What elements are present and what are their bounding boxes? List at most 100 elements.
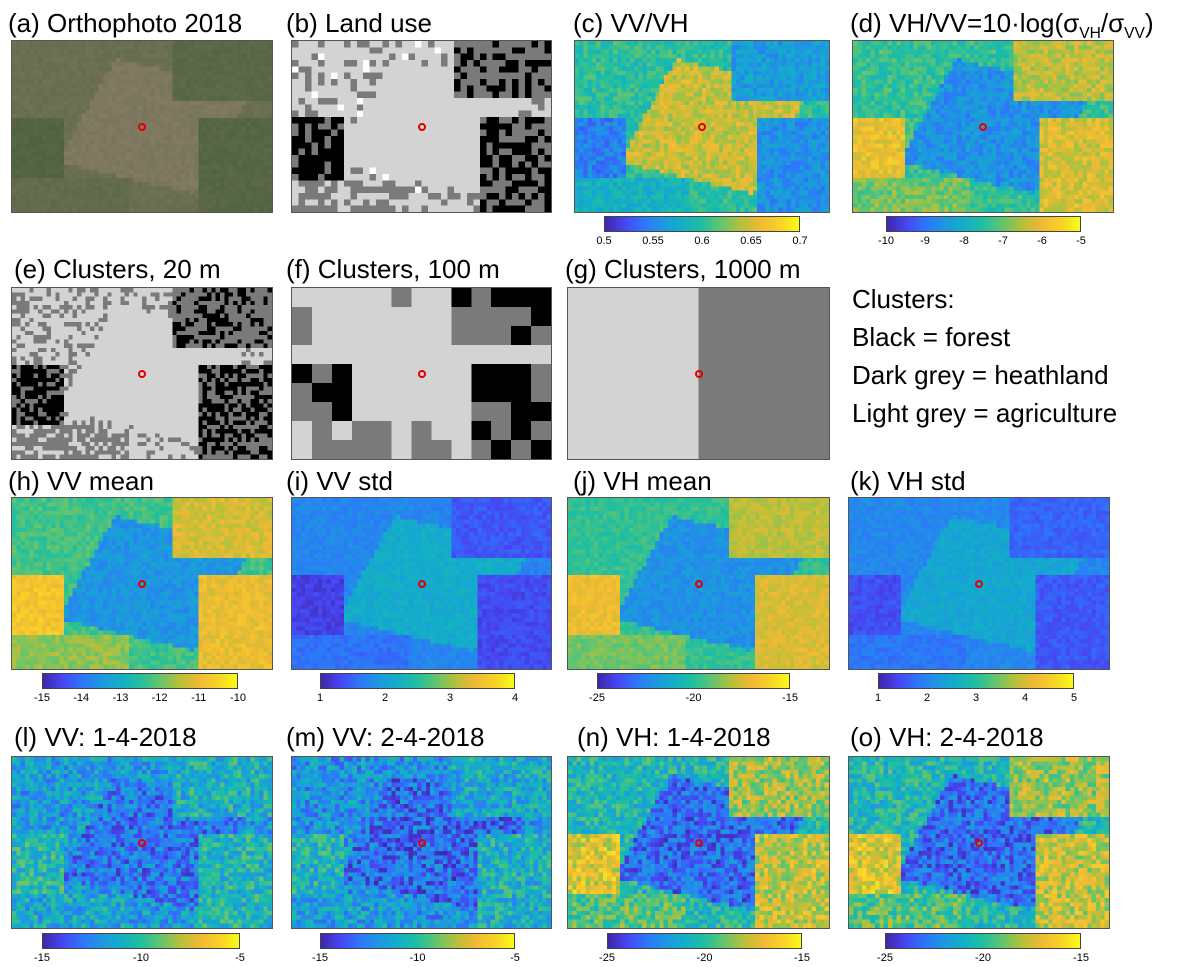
raster-cell xyxy=(786,70,791,76)
raster-cell xyxy=(90,203,95,208)
raster-cell xyxy=(55,182,60,187)
raster-cell xyxy=(376,60,383,67)
raster-cell xyxy=(317,66,325,73)
raster-cell xyxy=(46,160,52,166)
raster-cell xyxy=(816,117,821,123)
raster-cell xyxy=(72,100,78,106)
raster-cell xyxy=(613,126,618,131)
raster-cell xyxy=(202,173,208,178)
raster-cell xyxy=(51,207,56,212)
raster-cell xyxy=(59,177,65,183)
raster-cell xyxy=(376,72,383,80)
raster-cell xyxy=(207,207,212,212)
raster-cell xyxy=(42,122,47,127)
raster-cell xyxy=(479,155,487,162)
raster-cell xyxy=(689,58,694,63)
raster-cell xyxy=(12,199,17,204)
raster-cell xyxy=(630,113,635,119)
raster-cell xyxy=(740,122,745,127)
raster-cell xyxy=(25,207,30,212)
raster-cell xyxy=(176,122,182,127)
raster-cell xyxy=(415,205,422,212)
raster-cell xyxy=(220,190,225,195)
raster-cell xyxy=(727,75,732,80)
raster-cell xyxy=(12,92,17,97)
raster-cell xyxy=(790,135,796,140)
raster-cell xyxy=(820,58,825,63)
raster-cell xyxy=(447,180,454,187)
raster-cell xyxy=(228,70,234,76)
raster-cell xyxy=(710,130,715,136)
raster-cell xyxy=(769,62,775,67)
raster-cell xyxy=(129,160,134,166)
raster-cell xyxy=(714,49,720,54)
raster-cell xyxy=(782,130,787,136)
raster-cell xyxy=(254,83,260,89)
raster-cell xyxy=(85,70,91,76)
raster-cell xyxy=(159,100,164,106)
raster-cell xyxy=(142,177,147,183)
raster-cell xyxy=(176,49,182,54)
raster-cell xyxy=(731,66,736,72)
raster-cell xyxy=(518,41,526,48)
raster-cell xyxy=(544,148,551,156)
raster-cell xyxy=(155,147,160,153)
raster-cell xyxy=(33,45,39,50)
raster-cell xyxy=(77,182,82,187)
raster-cell xyxy=(146,199,151,204)
raster-cell xyxy=(29,199,34,204)
raster-cell xyxy=(689,117,694,123)
raster-cell xyxy=(263,186,268,191)
raster-cell xyxy=(72,45,78,50)
raster-cell xyxy=(94,207,99,212)
raster-cell xyxy=(107,117,112,123)
raster-cell xyxy=(55,113,60,119)
raster-cell xyxy=(77,147,82,153)
raster-cell xyxy=(752,126,758,131)
raster-cell xyxy=(638,79,643,84)
raster-cell xyxy=(676,49,681,54)
raster-cell xyxy=(68,190,73,195)
raster-cell xyxy=(807,62,813,67)
raster-cell xyxy=(159,177,164,183)
raster-cell xyxy=(421,167,429,175)
raster-cell xyxy=(369,66,377,73)
raster-cell xyxy=(324,104,331,111)
raster-cell xyxy=(124,186,130,191)
raster-cell xyxy=(466,123,474,130)
raster-cell xyxy=(769,96,775,101)
raster-cell xyxy=(389,167,396,175)
raster-cell xyxy=(807,100,813,106)
raster-cell xyxy=(215,83,221,89)
raster-cell xyxy=(137,49,143,54)
raster-cell xyxy=(668,41,673,46)
raster-cell xyxy=(395,53,403,61)
raster-cell xyxy=(376,205,383,212)
raster-cell xyxy=(107,49,112,54)
raster-cell xyxy=(81,126,86,131)
raster-cell xyxy=(460,199,467,206)
raster-cell xyxy=(499,155,506,162)
raster-cell xyxy=(583,92,588,97)
raster-cell xyxy=(591,88,597,93)
raster-cell xyxy=(211,207,216,212)
raster-cell xyxy=(298,85,306,92)
raster-cell xyxy=(189,194,195,200)
raster-cell xyxy=(267,100,272,106)
raster-cell xyxy=(330,104,338,111)
raster-cell xyxy=(33,83,39,89)
raster-cell xyxy=(311,167,318,175)
raster-cell xyxy=(651,135,656,140)
raster-cell xyxy=(259,143,264,148)
raster-cell xyxy=(723,75,728,80)
raster-cell xyxy=(499,186,506,194)
raster-cell xyxy=(591,139,597,144)
raster-cell xyxy=(103,70,108,76)
raster-cell xyxy=(748,79,753,84)
raster-cell xyxy=(55,70,60,76)
raster-cell xyxy=(479,79,487,86)
raster-cell xyxy=(237,143,242,148)
raster-cell xyxy=(630,135,635,140)
raster-cell xyxy=(29,194,34,200)
raster-cell xyxy=(120,117,125,123)
